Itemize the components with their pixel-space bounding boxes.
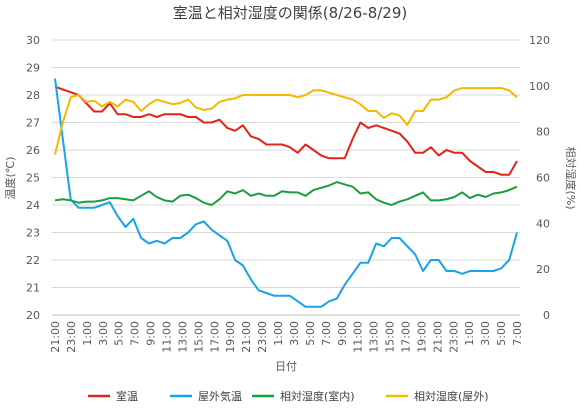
gridlines [52,39,520,316]
y-tick-label-left: 20 [26,309,40,322]
series-line-2 [54,181,518,206]
y-axis-label-right: 相対湿度(%) [564,146,578,209]
x-tick-label: 9:00 [336,321,349,346]
x-tick-label: 21:00 [240,321,253,353]
x-tick-label: 15:00 [192,321,205,353]
legend: 室温 屋外気温 相対湿度(室内) 相対湿度(屋外) [88,389,489,403]
y-tick-label-right: 120 [529,34,550,47]
series-layer [54,78,518,308]
x-tick-label: 13:00 [176,321,189,353]
x-tick-label: 1:00 [272,321,285,346]
y-tick-label-right: 40 [536,217,550,230]
y-tick-label-left: 23 [26,227,40,240]
y-tick-label-left: 27 [26,117,40,130]
x-tick-label: 7:00 [129,321,142,346]
x-tick-label: 1:00 [81,321,94,346]
series-line-3 [54,87,518,155]
y-axis-label-left: 温度(℃) [3,157,17,200]
x-tick-label: 7:00 [511,321,524,346]
series-line-0 [54,85,518,176]
x-tick-label: 11:00 [352,321,365,353]
x-tick-label: 21:00 [49,321,62,353]
x-tick-label: 5:00 [304,321,317,346]
y-tick-label-right: 60 [536,172,550,185]
y-tick-label-right: 100 [529,80,550,93]
y-tick-label-left: 25 [26,172,40,185]
x-tick-label: 19:00 [415,321,428,353]
y-tick-label-left: 21 [26,282,40,295]
y-tick-label-left: 24 [26,199,40,212]
x-tick-label: 19:00 [224,321,237,353]
y-tick-label-left: 28 [26,89,40,102]
y-tick-label-right: 80 [536,126,550,139]
x-tick-label: 21:00 [431,321,444,353]
legend-item: 相対湿度(屋外) [414,389,489,403]
x-tick-label: 15:00 [384,321,397,353]
x-tick-label: 5:00 [113,321,126,346]
x-tick-label: 23:00 [65,321,78,353]
x-tick-label: 23:00 [447,321,460,353]
x-tick-label: 7:00 [320,321,333,346]
x-tick-label: 9:00 [145,321,158,346]
x-tick-label: 17:00 [208,321,221,353]
left-axis-ticks: 20 21 22 23 24 25 26 27 28 29 30 [26,34,40,322]
x-tick-label: 13:00 [368,321,381,353]
chart-title: 室温と相対湿度の関係(8/26-8/29) [173,4,408,22]
legend-item: 相対湿度(室内) [280,389,355,403]
y-tick-label-right: 20 [536,263,550,276]
x-tick-label: 1:00 [463,321,476,346]
x-tick-label: 3:00 [288,321,301,346]
x-tick-label: 17:00 [400,321,413,353]
y-tick-label-right: 0 [543,309,550,322]
y-tick-label-left: 22 [26,254,40,267]
y-tick-label-left: 26 [26,144,40,157]
legend-item: 屋外気温 [198,389,242,403]
x-axis-ticks: 21:00 23:00 1:00 3:00 5:00 7:00 9:00 11:00 13:00… [49,321,524,353]
x-tick-label: 11:00 [161,321,174,353]
x-tick-label: 3:00 [479,321,492,346]
x-tick-label: 5:00 [495,321,508,346]
right-axis-ticks: 0 20 40 60 80 100 120 [529,34,550,322]
x-tick-label: 23:00 [256,321,269,353]
y-tick-label-left: 30 [26,34,40,47]
y-tick-label-left: 29 [26,62,40,75]
x-tick-label: 3:00 [97,321,110,346]
series-line-1 [54,78,518,308]
legend-item: 室温 [116,389,138,403]
x-axis-label: 日付 [275,360,297,373]
